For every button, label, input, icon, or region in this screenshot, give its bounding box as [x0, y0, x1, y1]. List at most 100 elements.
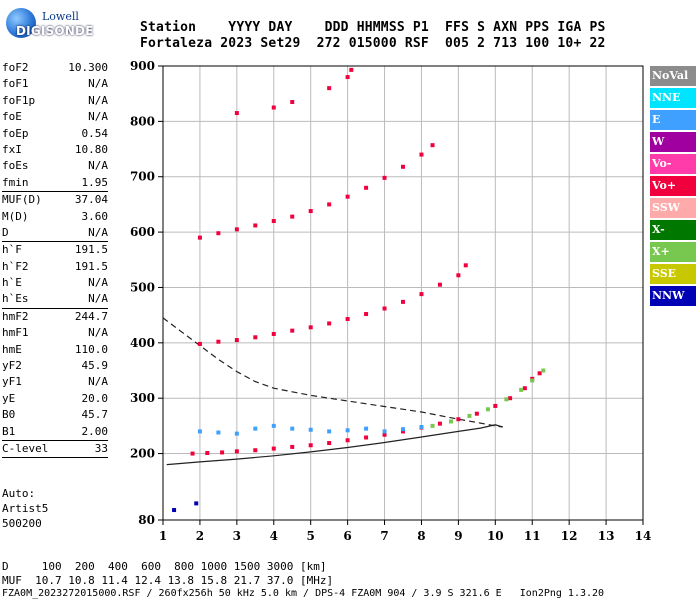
x-tick-label: 10	[487, 529, 504, 543]
data-point-Vo+	[327, 202, 332, 207]
legend-item: Vo+	[650, 176, 696, 196]
data-point-Vo+	[290, 99, 295, 104]
data-point-Vo+	[197, 341, 202, 346]
data-point-E	[253, 426, 258, 431]
data-point-Vo+	[290, 328, 295, 333]
x-tick-label: 13	[598, 529, 615, 543]
param-row: M(D) 3.60	[2, 209, 108, 225]
data-point-Vo+	[308, 443, 313, 448]
ionogram-chart: 1 2 3 4 5 6 7 8 9 10 11 12 13 14802003004005006007008…	[130, 59, 651, 543]
param-value: N/A	[88, 159, 108, 173]
data-point-X+	[449, 419, 453, 424]
data-point-Vo+	[271, 446, 276, 451]
param-row: foE N/A	[2, 109, 108, 125]
data-point-Vo+	[271, 331, 276, 336]
y-tick-label: 80	[138, 513, 155, 527]
param-value: 191.5	[74, 243, 108, 257]
data-point-Vo+	[474, 411, 479, 416]
data-point-X+	[467, 413, 472, 418]
param-key: h`E	[2, 276, 22, 290]
data-point-Vo+	[216, 231, 221, 236]
data-point-Vo+	[253, 223, 258, 228]
param-row: h`F2 191.5	[2, 259, 108, 275]
legend-item: Vo-	[650, 154, 696, 174]
y-tick-label: 800	[130, 114, 155, 128]
param-value: N/A	[88, 276, 108, 290]
param-row: fxI 10.80	[2, 142, 108, 158]
legend-item: E	[650, 110, 696, 130]
data-point-Vo+	[253, 335, 258, 340]
data-point-E	[345, 428, 350, 433]
y-tick-label: 600	[130, 225, 155, 239]
param-value: 0.54	[81, 126, 109, 140]
legend-item: NNE	[650, 88, 696, 108]
data-point-E	[327, 429, 332, 434]
data-point-Vo+	[437, 421, 442, 426]
param-value: N/A	[88, 375, 108, 389]
param-row: yF2 45.9	[2, 358, 108, 374]
param-key: D	[2, 225, 9, 239]
param-key: h`F2	[2, 259, 29, 273]
legend-item: SSE	[650, 264, 696, 284]
param-row: MUF(D) 37.04	[2, 192, 108, 208]
data-point-Vo+	[419, 292, 424, 297]
param-value: 20.0	[81, 391, 109, 405]
data-point-E	[401, 427, 405, 432]
y-tick-label: 400	[130, 336, 155, 350]
data-point-Vo+	[401, 299, 405, 304]
param-key: h`Es	[2, 292, 29, 306]
data-point-Vo+	[345, 438, 350, 443]
x-tick-label: 6	[343, 529, 351, 543]
footer-distance: D 100 200 400 600 800 1000 1500 3000 [km…	[2, 560, 327, 573]
param-value: N/A	[88, 93, 108, 107]
param-value: 37.04	[74, 193, 108, 207]
x-tick-label: 12	[561, 529, 578, 543]
logo-line1: Lowell	[42, 10, 79, 23]
param-key: B1	[2, 424, 16, 438]
data-point-Vo+	[349, 67, 354, 72]
data-point-Vo+	[234, 449, 239, 454]
param-value: 45.7	[81, 408, 109, 422]
data-point-E	[271, 423, 276, 428]
param-key: foF2	[2, 61, 29, 74]
param-key: foEs	[2, 159, 29, 173]
param-key: hmE	[2, 342, 22, 356]
data-point-Vo+	[382, 432, 387, 437]
data-point-NNW	[194, 501, 199, 506]
param-key: h`F	[2, 243, 22, 257]
data-point-Vo+	[190, 451, 195, 456]
legend-item: X+	[650, 242, 696, 262]
y-tick-label: 300	[130, 391, 155, 405]
data-point-Vo+	[419, 152, 424, 157]
param-value: N/A	[88, 77, 108, 91]
param-key: foEp	[2, 126, 29, 140]
data-point-Vo+	[364, 312, 369, 317]
y-tick-label: 700	[130, 170, 155, 184]
param-key: foF1p	[2, 93, 36, 107]
data-point-E	[419, 424, 424, 429]
data-point-Vo+	[308, 325, 313, 330]
legend-item: W	[650, 132, 696, 152]
header-labels: Station YYYY DAY DDD HHMMSS P1 FFS S AXN…	[140, 20, 606, 35]
data-point-X+	[541, 368, 546, 373]
param-value: 2.00	[81, 424, 109, 438]
param-row: foF1p N/A	[2, 93, 108, 109]
param-key: foF1	[2, 77, 29, 91]
param-value: 10.300	[68, 61, 108, 74]
auto-label: Auto:	[2, 487, 36, 500]
data-point-Vo+	[537, 371, 542, 376]
parameter-panel: foF2 10.300 foF1 N/A foF1p N/A foE N/A foEp 0.54 f…	[2, 60, 109, 459]
param-row: hmF1 N/A	[2, 325, 108, 341]
data-point-X+	[519, 387, 524, 392]
dashed-profile-curve	[162, 317, 503, 428]
param-row: fmin 1.95	[2, 175, 108, 193]
param-key: fmin	[2, 175, 29, 189]
y-tick-label: 900	[130, 59, 155, 73]
data-point-Vo+	[327, 321, 332, 326]
data-point-Vo+	[401, 429, 405, 434]
param-value: 33	[94, 441, 108, 455]
param-row: h`Es N/A	[2, 291, 108, 309]
data-point-Vo+	[253, 448, 258, 453]
auto-program: Artist5	[2, 502, 49, 515]
data-point-Vo+	[508, 396, 513, 401]
